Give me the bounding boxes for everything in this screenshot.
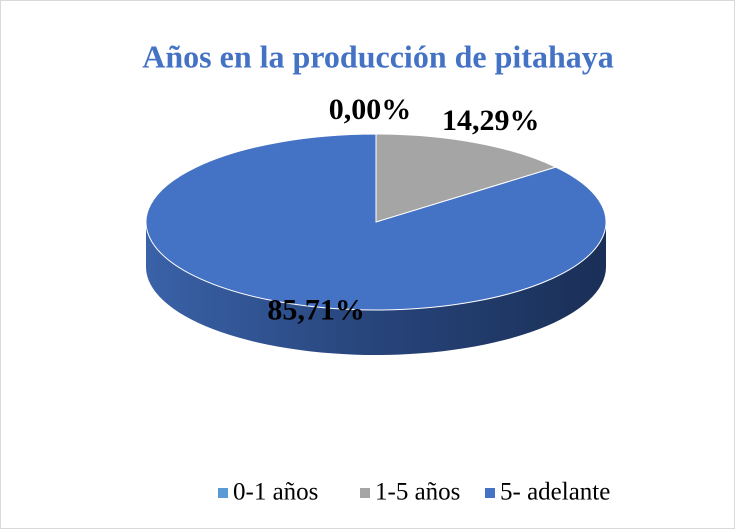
slice — [375, 133, 558, 223]
chart-title: Años en la producción de pitahaya — [142, 38, 614, 74]
data-label: 85,71% — [267, 293, 365, 326]
legend-label: 0-1 años — [233, 479, 318, 506]
data-label: 14,29% — [442, 104, 540, 137]
slice — [145, 133, 607, 311]
legend-label: 5- adelante — [500, 479, 610, 506]
legend-swatch — [485, 488, 495, 498]
legend-swatch — [218, 488, 228, 498]
legend-swatch — [360, 488, 370, 498]
legend-label: 1-5 años — [375, 479, 460, 506]
data-label: 0,00% — [329, 93, 412, 126]
slice-side — [146, 222, 606, 355]
